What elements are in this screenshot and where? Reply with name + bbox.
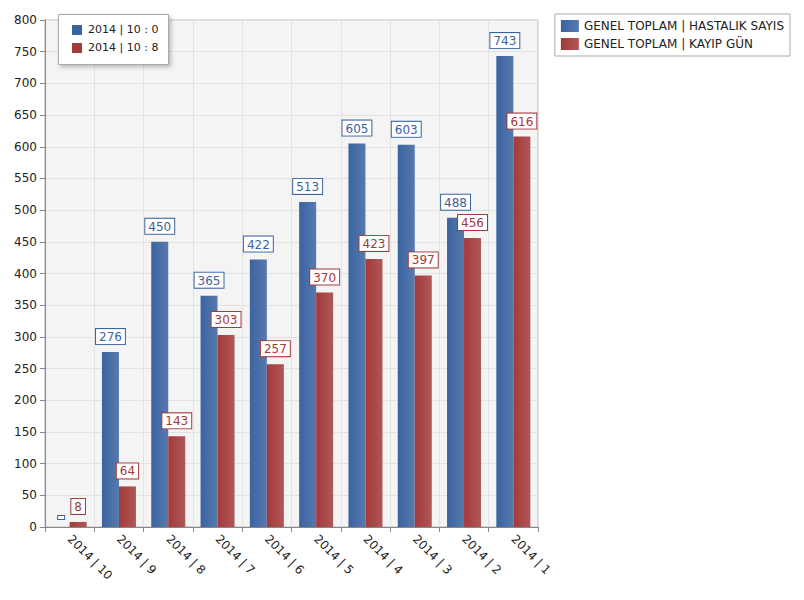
svg-text:2014 | 10 : 8: 2014 | 10 : 8 <box>88 41 158 54</box>
svg-text:370: 370 <box>313 271 336 285</box>
svg-text:397: 397 <box>412 253 435 267</box>
svg-text:300: 300 <box>14 330 37 344</box>
svg-text:GENEL TOPLAM | KAYIP GÜN: GENEL TOPLAM | KAYIP GÜN <box>584 35 753 51</box>
svg-text:GENEL TOPLAM | HASTALIK SAYIS: GENEL TOPLAM | HASTALIK SAYIS <box>584 19 784 33</box>
svg-text:650: 650 <box>14 108 37 122</box>
svg-text:150: 150 <box>14 425 37 439</box>
svg-text:750: 750 <box>14 45 37 59</box>
svg-text:2014 | 1: 2014 | 1 <box>508 532 554 578</box>
svg-text:423: 423 <box>362 237 385 251</box>
svg-text:2014 | 6: 2014 | 6 <box>261 532 307 578</box>
svg-text:500: 500 <box>14 203 37 217</box>
svg-text:450: 450 <box>14 235 37 249</box>
svg-text:64: 64 <box>120 464 135 478</box>
svg-text:200: 200 <box>14 393 37 407</box>
svg-text:450: 450 <box>148 220 171 234</box>
svg-text:616: 616 <box>510 115 533 129</box>
svg-text:513: 513 <box>296 180 319 194</box>
svg-text:2014 | 7: 2014 | 7 <box>212 532 258 578</box>
svg-text:2014 | 10 : 0: 2014 | 10 : 0 <box>88 23 158 36</box>
svg-text:2014 | 3: 2014 | 3 <box>409 532 455 578</box>
svg-text:8: 8 <box>74 500 82 514</box>
svg-text:350: 350 <box>14 298 37 312</box>
svg-text:422: 422 <box>247 238 270 252</box>
svg-text:2014 | 4: 2014 | 4 <box>360 532 406 578</box>
svg-text:603: 603 <box>395 123 418 137</box>
svg-text:600: 600 <box>14 140 37 154</box>
svg-text:276: 276 <box>99 330 122 344</box>
svg-text:800: 800 <box>14 13 37 27</box>
svg-text:143: 143 <box>165 414 188 428</box>
svg-text:250: 250 <box>14 362 37 376</box>
svg-text:100: 100 <box>14 457 37 471</box>
svg-text:2014 | 8: 2014 | 8 <box>163 532 209 578</box>
svg-text:0: 0 <box>29 520 37 534</box>
svg-text:456: 456 <box>461 216 484 230</box>
svg-text:743: 743 <box>493 34 516 48</box>
svg-text:303: 303 <box>215 313 238 327</box>
svg-text:488: 488 <box>444 196 467 210</box>
svg-text:365: 365 <box>198 274 221 288</box>
svg-text:700: 700 <box>14 76 37 90</box>
svg-text:50: 50 <box>22 488 37 502</box>
svg-text:2014 | 10: 2014 | 10 <box>64 532 115 583</box>
svg-text:2014 | 2: 2014 | 2 <box>458 532 504 578</box>
svg-text:2014 | 5: 2014 | 5 <box>310 532 356 578</box>
svg-text:550: 550 <box>14 171 37 185</box>
svg-text:605: 605 <box>345 122 368 136</box>
svg-text:400: 400 <box>14 267 37 281</box>
svg-text:257: 257 <box>264 342 287 356</box>
svg-text:2014 | 9: 2014 | 9 <box>113 532 159 578</box>
